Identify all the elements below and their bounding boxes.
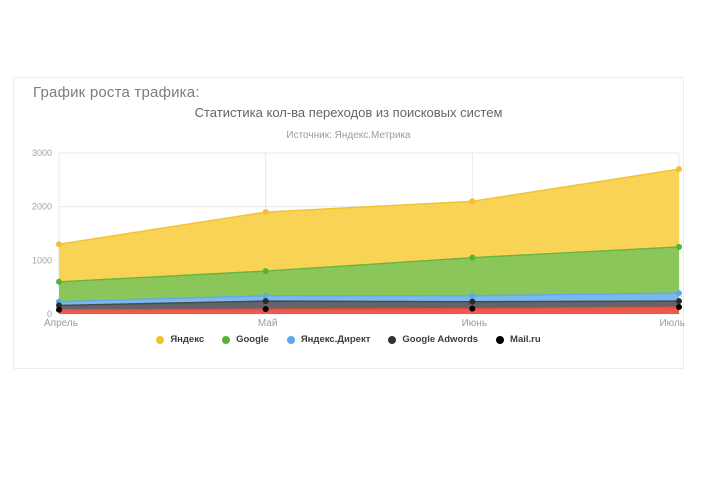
y-axis-tick-label: 3000: [32, 148, 52, 158]
marker-google-3[interactable]: [676, 243, 682, 250]
line-series-yandex-direct: [58, 292, 680, 303]
chart-legend: Яндекс Google Яндекс.Директ Google Adwords M…: [14, 334, 683, 345]
legend-label: Google Adwords: [402, 334, 479, 345]
legend-label: Яндекс: [170, 334, 205, 345]
page-title: График роста трафика:: [33, 84, 200, 101]
marker-yandex-3[interactable]: [676, 166, 682, 173]
line-series-mailru: [58, 306, 680, 311]
marker-google-2[interactable]: [469, 254, 476, 261]
marker-yandex-2[interactable]: [469, 198, 476, 205]
marker-google-1[interactable]: [262, 268, 269, 275]
x-axis-tick-label: Май: [258, 318, 278, 329]
chart-subtitle: Источник: Яндекс.Метрика: [286, 130, 411, 141]
legend-label: Google: [236, 334, 269, 345]
marker-yandex-direct-2[interactable]: [469, 292, 476, 299]
marker-mailru-0[interactable]: [56, 306, 62, 313]
marker-yandex-1[interactable]: [262, 209, 269, 216]
x-axis-tick-label: Апрель: [44, 318, 78, 329]
legend-marker-icon: [286, 335, 295, 344]
chart-title: Статистика кол-ва переходов из поисковых…: [194, 105, 503, 120]
x-axis-tick-label: Июнь: [462, 318, 487, 329]
legend-label: Mail.ru: [510, 334, 541, 345]
line-series-yandex: [58, 168, 680, 245]
marker-yandex-direct-3[interactable]: [676, 290, 682, 297]
marker-google-adwords-0[interactable]: [56, 302, 62, 309]
marker-google-adwords-1[interactable]: [262, 298, 269, 305]
legend-marker-icon: [388, 335, 397, 344]
legend-item-yandex[interactable]: Яндекс: [156, 334, 204, 345]
marker-google-adwords-2[interactable]: [469, 298, 476, 305]
legend-label: Яндекс.Директ: [300, 334, 371, 345]
legend-marker-icon: [496, 335, 505, 344]
legend-item-mailru[interactable]: Mail.ru: [496, 334, 541, 345]
marker-google-adwords-3[interactable]: [676, 298, 682, 305]
marker-mailru-3[interactable]: [676, 304, 682, 311]
legend-item-google-adwords[interactable]: Google Adwords: [388, 334, 478, 345]
y-axis-tick-label: 0: [47, 309, 52, 319]
legend-item-google[interactable]: Google: [222, 334, 269, 345]
x-axis-tick-label: Июль: [659, 318, 685, 329]
marker-google-0[interactable]: [56, 278, 62, 285]
traffic-area-chart[interactable]: 0 1000 2000 3000 Апрель Май Июнь Июль: [14, 144, 685, 330]
legend-marker-icon: [156, 335, 165, 344]
legend-item-yandex-direct[interactable]: Яндекс.Директ: [286, 334, 371, 345]
marker-mailru-2[interactable]: [469, 305, 476, 312]
legend-marker-icon: [222, 335, 231, 344]
marker-yandex-0[interactable]: [56, 241, 62, 248]
y-axis-tick-label: 1000: [32, 255, 52, 265]
marker-yandex-direct-1[interactable]: [262, 292, 269, 299]
line-series-google-adwords: [58, 300, 680, 307]
y-axis-tick-label: 2000: [32, 202, 52, 212]
line-series-google: [58, 246, 680, 283]
traffic-chart-card: График роста трафика: Статистика кол-ва …: [13, 77, 685, 369]
marker-mailru-1[interactable]: [262, 306, 269, 313]
